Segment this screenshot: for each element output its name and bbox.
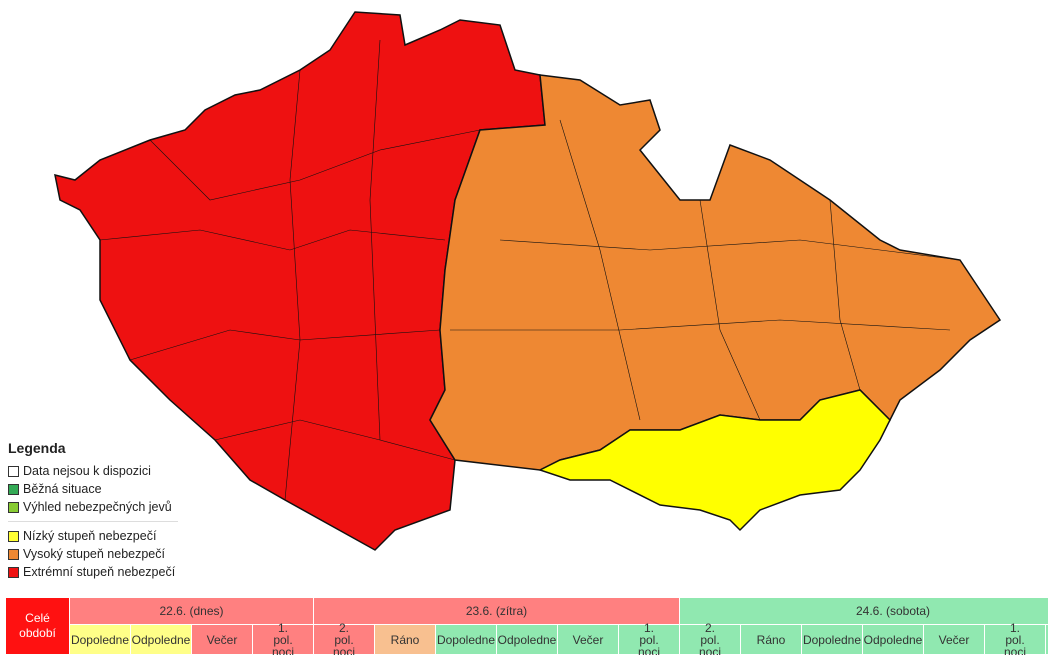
period-cell[interactable]: 1. pol. noci <box>619 622 680 655</box>
legend: Legenda Data nejsou k dispozici Běžná situ… <box>8 440 178 581</box>
legend-label: Vysoký stupeň nebezpečí <box>23 547 165 561</box>
legend-label: Běžná situace <box>23 482 102 496</box>
legend-swatch <box>8 483 19 495</box>
district-borders <box>99 39 961 501</box>
period-cell[interactable]: Dopoledne <box>70 625 131 655</box>
legend-title: Legenda <box>8 440 66 456</box>
period-cell[interactable]: Odpoledne <box>131 625 192 655</box>
legend-label: Výhled nebezpečných jevů <box>23 500 172 514</box>
period-cell[interactable]: Večer <box>558 625 619 655</box>
timeline: Celé období 22.6. (dnes) Dopoledne Odpoledn… <box>6 598 1048 655</box>
legend-swatch <box>8 566 19 578</box>
legend-swatch <box>8 465 19 477</box>
period-cell[interactable]: Odpoledne <box>497 625 558 655</box>
day-header: 22.6. (dnes) <box>70 598 314 625</box>
period-cell[interactable]: 2. pol. noci <box>314 622 375 655</box>
legend-label: Data nejsou k dispozici <box>23 464 151 478</box>
legend-swatch <box>8 501 19 513</box>
map <box>54 11 1002 551</box>
legend-item: Extrémní stupeň nebezpečí <box>8 563 178 581</box>
period-cell[interactable]: 1. pol. noci <box>253 622 314 655</box>
legend-swatch <box>8 548 19 560</box>
legend-item: Běžná situace <box>8 480 178 498</box>
legend-label: Extrémní stupeň nebezpečí <box>23 565 176 579</box>
period-cell[interactable]: Ráno <box>741 625 802 655</box>
legend-item: Nízký stupeň nebezpečí <box>8 527 178 545</box>
period-cell[interactable]: 2. pol. noci <box>1046 625 1048 655</box>
legend-swatch <box>8 530 19 542</box>
period-cell[interactable]: Dopoledne <box>436 625 497 655</box>
region-low <box>538 389 891 532</box>
period-cell[interactable]: Večer <box>192 625 253 655</box>
legend-label: Nízký stupeň nebezpečí <box>23 529 157 543</box>
period-cell[interactable]: 1. pol. noci <box>985 622 1046 655</box>
period-cell[interactable]: Večer <box>924 625 985 655</box>
period-cell[interactable]: Odpoledne <box>863 625 924 655</box>
period-cell[interactable]: Dopoledne <box>802 625 863 655</box>
region-high <box>429 74 1002 471</box>
day-header: 23.6. (zítra) <box>314 598 680 625</box>
legend-item: Data nejsou k dispozici <box>8 462 178 480</box>
period-cell[interactable]: Ráno <box>375 625 436 655</box>
legend-separator <box>8 521 178 522</box>
whole-period[interactable]: Celé období <box>6 598 70 655</box>
period-cell[interactable]: 2. pol. noci <box>680 622 741 655</box>
legend-item: Vysoký stupeň nebezpečí <box>8 545 178 563</box>
legend-item: Výhled nebezpečných jevů <box>8 498 178 516</box>
day-header: 24.6. (sobota) <box>680 598 1048 625</box>
